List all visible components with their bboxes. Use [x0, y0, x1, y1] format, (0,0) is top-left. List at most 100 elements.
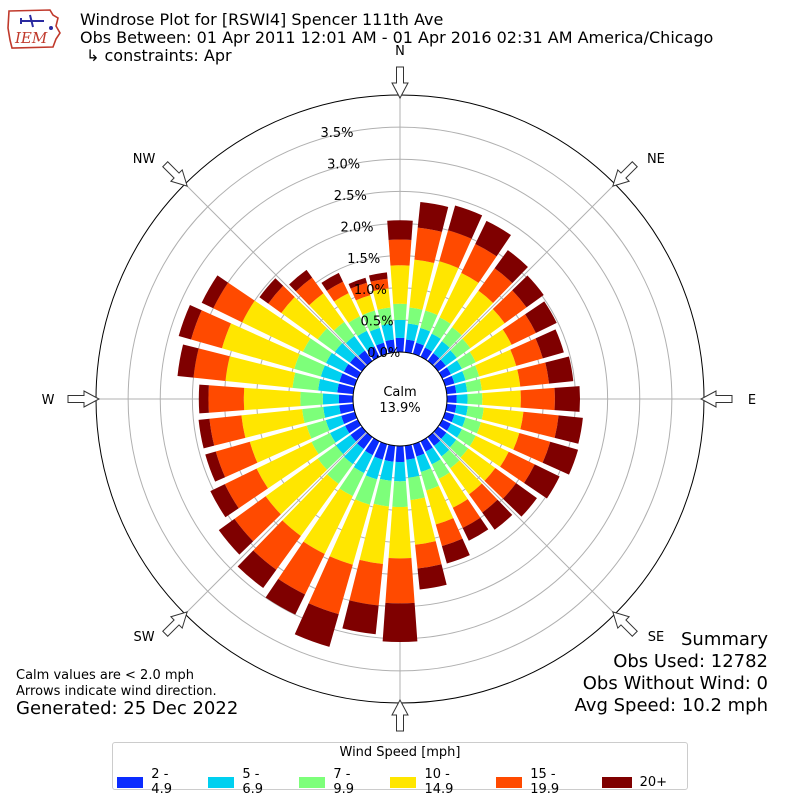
wind-bar-segment	[218, 518, 254, 555]
wind-bar-segment	[348, 277, 367, 289]
wind-bar-segment	[415, 541, 442, 569]
wind-bar-segment	[303, 488, 353, 554]
wind-bar-segment	[177, 344, 199, 378]
generated-date: Generated: 25 Dec 2022	[16, 698, 239, 719]
airplane-icon	[20, 14, 53, 30]
legend-swatch	[117, 776, 144, 788]
wind-bar-segment	[535, 329, 564, 359]
wind-bar-segment	[343, 364, 362, 379]
wind-bar-segment	[393, 303, 407, 321]
wind-bar-segment	[381, 323, 394, 341]
wind-bar-segment	[390, 265, 410, 305]
wind-bar-segment	[510, 338, 543, 366]
obs-between: Obs Between: 01 Apr 2011 12:01 AM - 01 A…	[80, 28, 714, 47]
wind-bar-segment	[427, 432, 441, 446]
wind-bar-segment	[348, 316, 367, 337]
wind-bar-segment	[370, 278, 389, 292]
legend-item: 15 - 19.9	[495, 767, 582, 797]
wind-bar-segment	[438, 419, 451, 431]
direction-arrow-icon	[699, 390, 733, 408]
wind-bar-segment	[469, 483, 498, 513]
wind-bar-segment	[265, 578, 306, 615]
direction-arrow-icon	[162, 161, 188, 187]
legend-label: 10 - 14.9	[424, 767, 454, 797]
wind-bar-segment	[198, 384, 209, 414]
wind-bar-segment	[382, 602, 418, 642]
wind-bar-segment	[335, 434, 357, 455]
calm-note: Calm values are < 2.0 mph	[16, 668, 195, 683]
wind-bar-segment	[379, 460, 394, 481]
wind-bar-segment	[341, 411, 358, 424]
wind-bar-segment	[392, 481, 408, 508]
wind-bar-segment	[395, 337, 405, 353]
wind-bar-segment	[449, 439, 469, 458]
wind-bar-segment	[339, 373, 358, 387]
wind-bar-segment	[520, 387, 555, 411]
legend-item: 5 - 6.9	[208, 767, 279, 797]
wind-bar-segment	[439, 272, 479, 324]
wind-bar-segment	[333, 321, 355, 344]
wind-bar-segment	[388, 506, 412, 559]
radial-tick-label: 0.0%	[367, 346, 400, 361]
wind-bar-segment	[300, 391, 324, 407]
wind-bar-segment	[433, 426, 447, 439]
wind-bar-segment	[394, 461, 406, 482]
wind-bar-segment	[441, 327, 462, 348]
wind-bar-segment	[367, 346, 380, 361]
wind-bar-segment	[302, 338, 332, 364]
direction-label-sw: SW	[134, 630, 155, 645]
wind-bar-segment	[446, 360, 462, 375]
iem-logo: IEM	[7, 9, 61, 49]
wind-bar-segment	[433, 359, 446, 372]
wind-bar-segment	[452, 499, 481, 528]
wind-bar-segment	[425, 447, 441, 465]
direction-arrow-icon	[612, 611, 638, 637]
wind-bar-segment	[373, 478, 392, 507]
wind-bar-segment	[475, 349, 517, 377]
wind-bar-segment	[441, 538, 470, 564]
wind-bar-segment	[317, 328, 343, 352]
wind-bar-segment	[388, 239, 412, 266]
wind-bar-segment	[325, 415, 345, 431]
radial-tick-label: 2.0%	[340, 220, 373, 235]
wind-bar-segment	[404, 444, 415, 460]
wind-bar-segment	[438, 367, 451, 379]
constraints-line: ↳ constraints: Apr	[86, 46, 232, 65]
summary-title: Summary	[681, 629, 768, 650]
wind-bar-segment	[342, 600, 379, 635]
calm-value: 13.9%	[379, 401, 420, 416]
wind-bar-segment	[365, 456, 383, 480]
wind-bar-segment	[481, 407, 524, 430]
wind-bar-segment	[318, 378, 339, 393]
wind-bar-segment	[456, 394, 468, 404]
wind-bar-segment	[450, 338, 471, 358]
wind-bar-segment	[281, 296, 328, 340]
wind-bar-segment	[512, 275, 544, 308]
wind-bar-segment	[201, 275, 229, 309]
wind-bar-segment	[451, 414, 466, 427]
radial-tick-label: 1.5%	[347, 252, 380, 267]
wind-bar-segment	[431, 459, 450, 479]
wind-bar-segment	[317, 445, 344, 470]
wind-bar-segment	[241, 409, 305, 438]
wind-bar-segment	[358, 350, 373, 366]
wind-bar-segment	[368, 272, 388, 282]
wind-bar-segment	[237, 550, 277, 589]
wind-bar-segment	[412, 342, 424, 357]
wind-bar-segment	[462, 517, 489, 541]
direction-label-nw: NW	[133, 152, 156, 167]
wind-bar-segment	[294, 603, 339, 647]
wind-bar-segment	[225, 356, 296, 388]
wind-bar-segment	[462, 417, 482, 434]
wind-bar-segment	[465, 378, 482, 393]
wind-bar-segment	[420, 437, 433, 452]
radial-tick-label: 3.0%	[327, 157, 360, 172]
wind-bar-segment	[377, 307, 393, 326]
wind-bar-segment	[494, 250, 528, 284]
wind-bar-segment	[410, 497, 436, 545]
wind-bar-segment	[369, 327, 384, 346]
wind-bar-segment	[350, 426, 367, 442]
wind-bar-segment	[282, 474, 339, 536]
wind-bar-segment	[374, 441, 388, 460]
direction-label-e: E	[748, 393, 756, 408]
